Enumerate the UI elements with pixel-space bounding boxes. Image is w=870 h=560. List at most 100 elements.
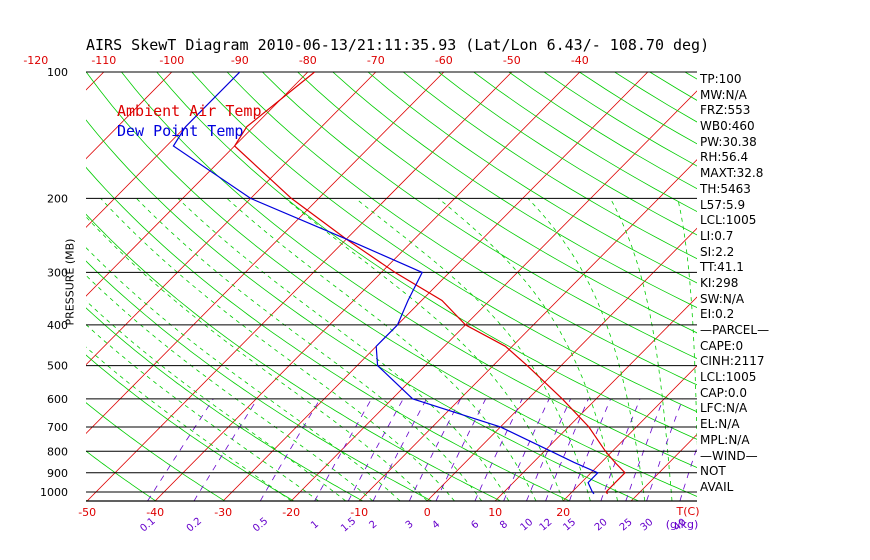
stat-item: SW:N/A	[700, 291, 745, 306]
mixing-ratio-tick-label: 6	[469, 519, 481, 532]
isotherm	[86, 72, 309, 297]
dry-adiabat	[156, 72, 697, 440]
temp-unit-label: T(C)	[676, 505, 700, 518]
stat-item: FRZ:553	[700, 103, 751, 118]
moist-adiabat	[438, 198, 618, 501]
dry-adiabat	[262, 72, 697, 360]
legend-dew-point-temp: Dew Point Temp	[117, 122, 244, 140]
stat-item: CINH:2117	[700, 354, 765, 369]
mixing-ratio-line	[474, 398, 523, 501]
stat-item: TT:41.1	[700, 260, 744, 275]
moist-adiabat	[177, 198, 510, 501]
pressure-tick-label: 700	[47, 421, 68, 434]
mixing-ratio-line	[347, 398, 404, 501]
mixing-ratio-line	[259, 398, 321, 501]
top-temp-tick-label: -100	[159, 54, 184, 67]
mixing-ratio-line	[408, 398, 461, 501]
chart-title: AIRS SkewT Diagram 2010-06-13/21:11:35.9…	[86, 36, 710, 54]
mixing-ratio-tick-label: 2	[368, 519, 380, 532]
top-temp-tick-label: -40	[571, 54, 589, 67]
moist-adiabat	[285, 198, 564, 501]
mixing-ratio-tick-label: 0.5	[251, 516, 270, 535]
stat-item: SI:2.2	[700, 244, 735, 259]
moist-adiabat	[86, 247, 401, 501]
stat-item: TP:100	[700, 72, 742, 86]
dewpoint-profile	[172, 72, 599, 495]
mixing-ratio-line	[193, 398, 258, 501]
mixing-ratio-line	[503, 398, 550, 501]
mixing-ratio-tick-label: 30	[639, 517, 656, 534]
mixing-ratio-line	[569, 398, 612, 501]
isotherm	[86, 72, 513, 501]
stat-item: L57:5.9	[700, 197, 746, 212]
pressure-tick-label: 200	[47, 192, 68, 205]
pressure-tick-label: 800	[47, 445, 68, 458]
legend-ambient-air-temp: Ambient Air Temp	[117, 102, 262, 120]
top-temp-tick-label: -50	[503, 54, 521, 67]
mixing-ratio-tick-label: 15	[561, 517, 578, 534]
top-temp-tick-label: -110	[91, 54, 116, 67]
isotherm	[86, 72, 173, 160]
moist-adiabat	[86, 346, 292, 501]
dry-adiabat	[86, 354, 294, 501]
dry-adiabat	[473, 72, 697, 212]
dry-adiabat	[86, 260, 432, 501]
stat-item: MPL:N/A	[700, 432, 750, 447]
pressure-tick-label: 400	[47, 319, 68, 332]
moist-adiabat	[527, 198, 646, 501]
top-temp-tick-label: -70	[367, 54, 385, 67]
top-temp-tick-label: -80	[299, 54, 317, 67]
pressure-tick-label: 600	[47, 393, 68, 406]
stat-item: AVAIL	[700, 479, 734, 494]
isotherm	[426, 227, 697, 501]
stat-item: LCL:1005	[700, 213, 757, 228]
temp-tick-label: 20	[556, 506, 570, 519]
temp-tick-label: -20	[282, 506, 300, 519]
stat-item: —WIND—	[700, 448, 758, 463]
stat-item: NOT	[700, 464, 726, 479]
pressure-tick-label: 900	[47, 467, 68, 480]
stat-item: KI:298	[700, 275, 739, 290]
stat-item: EL:N/A	[700, 417, 740, 432]
top-temp-tick-label: -60	[435, 54, 453, 67]
mixing-ratio-tick-label: 4	[430, 519, 442, 532]
dry-adiabat	[0, 72, 18, 501]
dry-adiabat	[86, 450, 156, 501]
dry-adiabat	[508, 72, 697, 190]
stat-item: LI:0.7	[700, 228, 734, 243]
temp-tick-label: 0	[424, 506, 431, 519]
dry-adiabat	[86, 119, 639, 501]
stat-item: CAP:0.0	[700, 385, 747, 400]
mixing-ratio-line	[314, 398, 372, 501]
temp-tick-label: -10	[350, 506, 368, 519]
moist-adiabat	[610, 198, 673, 501]
moist-adiabat	[86, 324, 319, 501]
mixing-ratio-line	[372, 398, 427, 501]
stat-item: CAPE:0	[700, 338, 744, 353]
temp-tick-label: -30	[214, 506, 232, 519]
dry-adiabat	[86, 213, 501, 501]
temperature-profile	[233, 72, 626, 495]
moist-adiabat	[100, 198, 455, 501]
mixing-ratio-line	[435, 398, 487, 501]
isotherm	[0, 72, 36, 501]
mixing-ratio-unit-label: (g/kg)	[666, 518, 699, 531]
mixing-ratio-tick-label: 3	[404, 519, 416, 532]
dry-adiabat	[121, 72, 697, 468]
pressure-tick-label: 500	[47, 360, 68, 373]
mixing-ratio-line	[545, 398, 589, 501]
dry-adiabat	[86, 307, 363, 501]
stat-item: TH:5463	[700, 181, 751, 196]
mixing-ratio-tick-label: 25	[618, 517, 635, 534]
temp-tick-label: -50	[78, 506, 96, 519]
moist-adiabat	[86, 274, 374, 501]
mixing-ratio-line	[526, 398, 571, 501]
stat-item: EI:0.2	[700, 307, 735, 322]
mixing-ratio-line	[625, 398, 664, 501]
mixing-ratio-line	[600, 398, 641, 501]
dry-adiabat	[332, 72, 697, 309]
dry-adiabat	[791, 72, 870, 501]
isotherm	[154, 72, 581, 501]
isotherm	[494, 296, 697, 501]
